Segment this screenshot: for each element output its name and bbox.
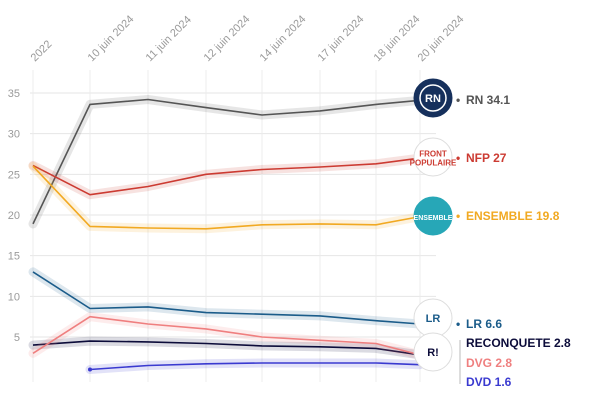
series-label-dot: • — [456, 317, 460, 331]
x-tick-label: 12 juin 2024 — [202, 13, 253, 64]
series-line-nfp — [32, 157, 421, 196]
logo-text: POPULAIRE — [410, 159, 457, 168]
series-label-dot: • — [456, 151, 460, 165]
series-halo-nfp — [28, 153, 425, 200]
series-label-rn: RN 34.1 — [466, 93, 510, 107]
x-axis-ticks: 2022 10 juin 2024 11 juin 2024 12 juin 2024… — [29, 13, 467, 64]
y-tick-label: 30 — [8, 129, 20, 141]
series-label-nfp: NFP 27 — [466, 151, 507, 165]
y-tick-label: 10 — [8, 291, 20, 303]
series-line-dvd — [89, 362, 421, 371]
y-axis-ticks: 5 10 15 20 25 30 35 — [8, 88, 20, 344]
series-label-dvg: DVG 2.8 — [466, 356, 512, 370]
logo-text: R! — [427, 347, 439, 359]
y-tick-label: 5 — [14, 332, 20, 344]
series-line-lr — [32, 271, 421, 325]
series-label-dot: • — [456, 209, 460, 223]
series-label-lr: LR 6.6 — [466, 317, 502, 331]
series-label-dot: • — [456, 93, 460, 107]
series-label-ensemble: ENSEMBLE 19.8 — [466, 209, 560, 223]
logo-text: FRONT — [419, 150, 447, 159]
x-tick-label: 20 juin 2024 — [416, 13, 467, 64]
x-tick-label: 17 juin 2024 — [316, 13, 367, 64]
logo-rn: RN — [413, 78, 453, 118]
series-start-dot — [88, 367, 92, 372]
y-tick-label: 35 — [8, 88, 20, 100]
x-tick-label: 11 juin 2024 — [144, 14, 194, 64]
series-lines — [28, 95, 425, 374]
series-line-ensemble — [32, 165, 421, 230]
grid — [30, 70, 436, 382]
series-line-dvg — [32, 315, 421, 356]
x-tick-label: 2022 — [29, 38, 55, 64]
series-label-reconquete: RECONQUETE 2.8 — [466, 336, 571, 350]
y-tick-label: 15 — [8, 251, 20, 263]
series-label-dvd: DVD 1.6 — [466, 375, 512, 389]
x-tick-label: 18 juin 2024 — [372, 13, 423, 64]
series-line-rn — [32, 98, 421, 225]
y-tick-label: 20 — [8, 210, 20, 222]
logo-ensemble: ENSEMBLE — [413, 196, 453, 236]
y-tick-label: 25 — [8, 169, 20, 181]
x-tick-label: 14 juin 2024 — [258, 13, 309, 64]
logo-reconquete: R! — [413, 332, 453, 372]
x-tick-label: 10 juin 2024 — [86, 13, 137, 64]
logo-lr: LR — [413, 298, 453, 338]
logo-text: RN — [425, 93, 441, 105]
logo-text: ENSEMBLE — [414, 215, 453, 222]
series-line-reconquete — [32, 340, 421, 356]
logo-text: LR — [426, 313, 441, 325]
